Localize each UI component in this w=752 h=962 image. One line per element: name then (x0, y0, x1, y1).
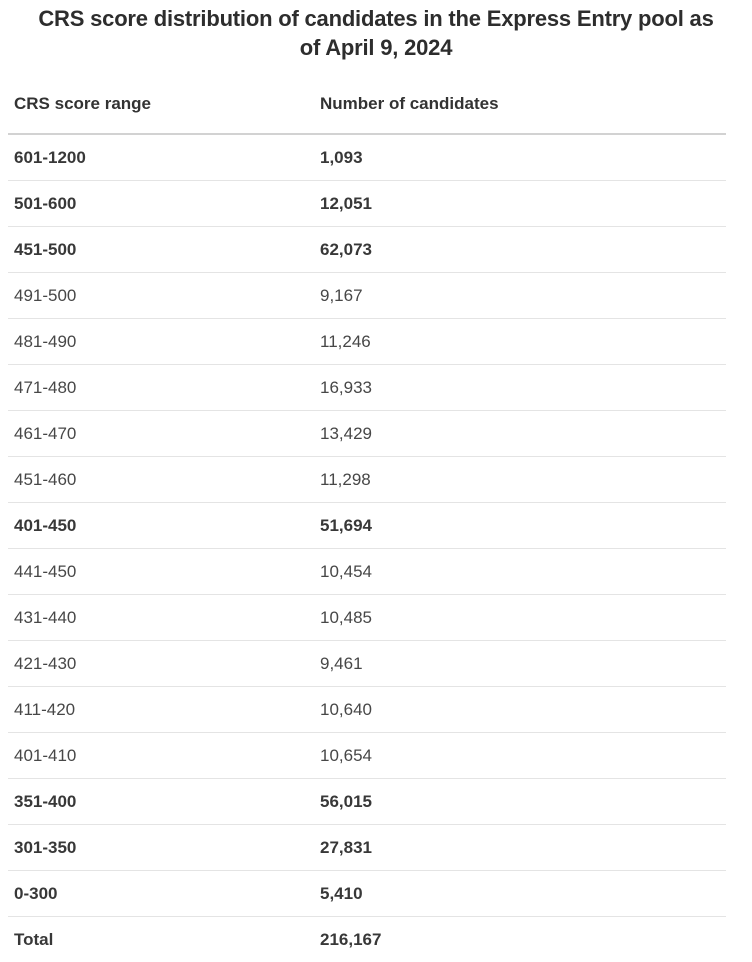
score-range-cell: 431-440 (14, 607, 77, 627)
table-row: 421-430 9,461 (8, 641, 726, 687)
score-range-cell: 421-430 (14, 653, 77, 673)
score-range-cell: 401-450 (14, 515, 77, 535)
candidate-count-cell: 13,429 (320, 423, 372, 443)
table-row: 451-500 62,073 (8, 227, 726, 273)
table-row: Total 216,167 (8, 917, 726, 962)
candidate-count-cell: 10,654 (320, 745, 372, 765)
candidate-count-cell: 62,073 (320, 239, 372, 259)
score-range-cell: 401-410 (14, 745, 77, 765)
candidate-count-cell: 216,167 (320, 929, 382, 949)
table-row: 601-1200 1,093 (8, 135, 726, 181)
score-range-cell: 471-480 (14, 377, 77, 397)
candidate-count-cell: 10,485 (320, 607, 372, 627)
table-row: 491-500 9,167 (8, 273, 726, 319)
score-range-cell: 451-460 (14, 469, 77, 489)
column-header-candidate-count: Number of candidates (320, 94, 499, 113)
table-row: 441-450 10,454 (8, 549, 726, 595)
table-row: 431-440 10,485 (8, 595, 726, 641)
table-row: 481-490 11,246 (8, 319, 726, 365)
score-range-cell: 491-500 (14, 285, 77, 305)
score-range-cell: 451-500 (14, 239, 77, 259)
score-range-cell: 501-600 (14, 193, 77, 213)
candidate-count-cell: 51,694 (320, 515, 372, 535)
score-range-cell: Total (14, 929, 54, 949)
table-body: 601-1200 1,093 501-600 12,051 451-500 62… (8, 135, 726, 962)
table-row: 0-300 5,410 (8, 871, 726, 917)
score-range-cell: 481-490 (14, 331, 77, 351)
candidate-count-cell: 10,640 (320, 699, 372, 719)
candidate-count-cell: 9,167 (320, 285, 363, 305)
score-range-cell: 351-400 (14, 791, 77, 811)
score-range-cell: 0-300 (14, 883, 58, 903)
crs-distribution-page: CRS score distribution of candidates in … (0, 4, 752, 962)
crs-score-table: CRS score range Number of candidates 601… (8, 92, 726, 962)
table-row: 351-400 56,015 (8, 779, 726, 825)
table-header-row: CRS score range Number of candidates (8, 92, 726, 135)
table-row: 401-450 51,694 (8, 503, 726, 549)
candidate-count-cell: 5,410 (320, 883, 363, 903)
candidate-count-cell: 16,933 (320, 377, 372, 397)
score-range-cell: 461-470 (14, 423, 77, 443)
candidate-count-cell: 56,015 (320, 791, 372, 811)
score-range-cell: 411-420 (14, 699, 76, 719)
table-row: 411-420 10,640 (8, 687, 726, 733)
score-range-cell: 301-350 (14, 837, 77, 857)
table-row: 401-410 10,654 (8, 733, 726, 779)
table-row: 301-350 27,831 (8, 825, 726, 871)
candidate-count-cell: 27,831 (320, 837, 372, 857)
candidate-count-cell: 11,246 (320, 331, 371, 351)
candidate-count-cell: 12,051 (320, 193, 372, 213)
table-row: 461-470 13,429 (8, 411, 726, 457)
candidate-count-cell: 9,461 (320, 653, 363, 673)
table-row: 471-480 16,933 (8, 365, 726, 411)
score-range-cell: 441-450 (14, 561, 77, 581)
table-row: 451-460 11,298 (8, 457, 726, 503)
table-row: 501-600 12,051 (8, 181, 726, 227)
candidate-count-cell: 1,093 (320, 147, 363, 167)
candidate-count-cell: 11,298 (320, 469, 371, 489)
score-range-cell: 601-1200 (14, 147, 86, 167)
page-title: CRS score distribution of candidates in … (38, 6, 714, 60)
column-header-score-range: CRS score range (14, 94, 151, 113)
candidate-count-cell: 10,454 (320, 561, 372, 581)
